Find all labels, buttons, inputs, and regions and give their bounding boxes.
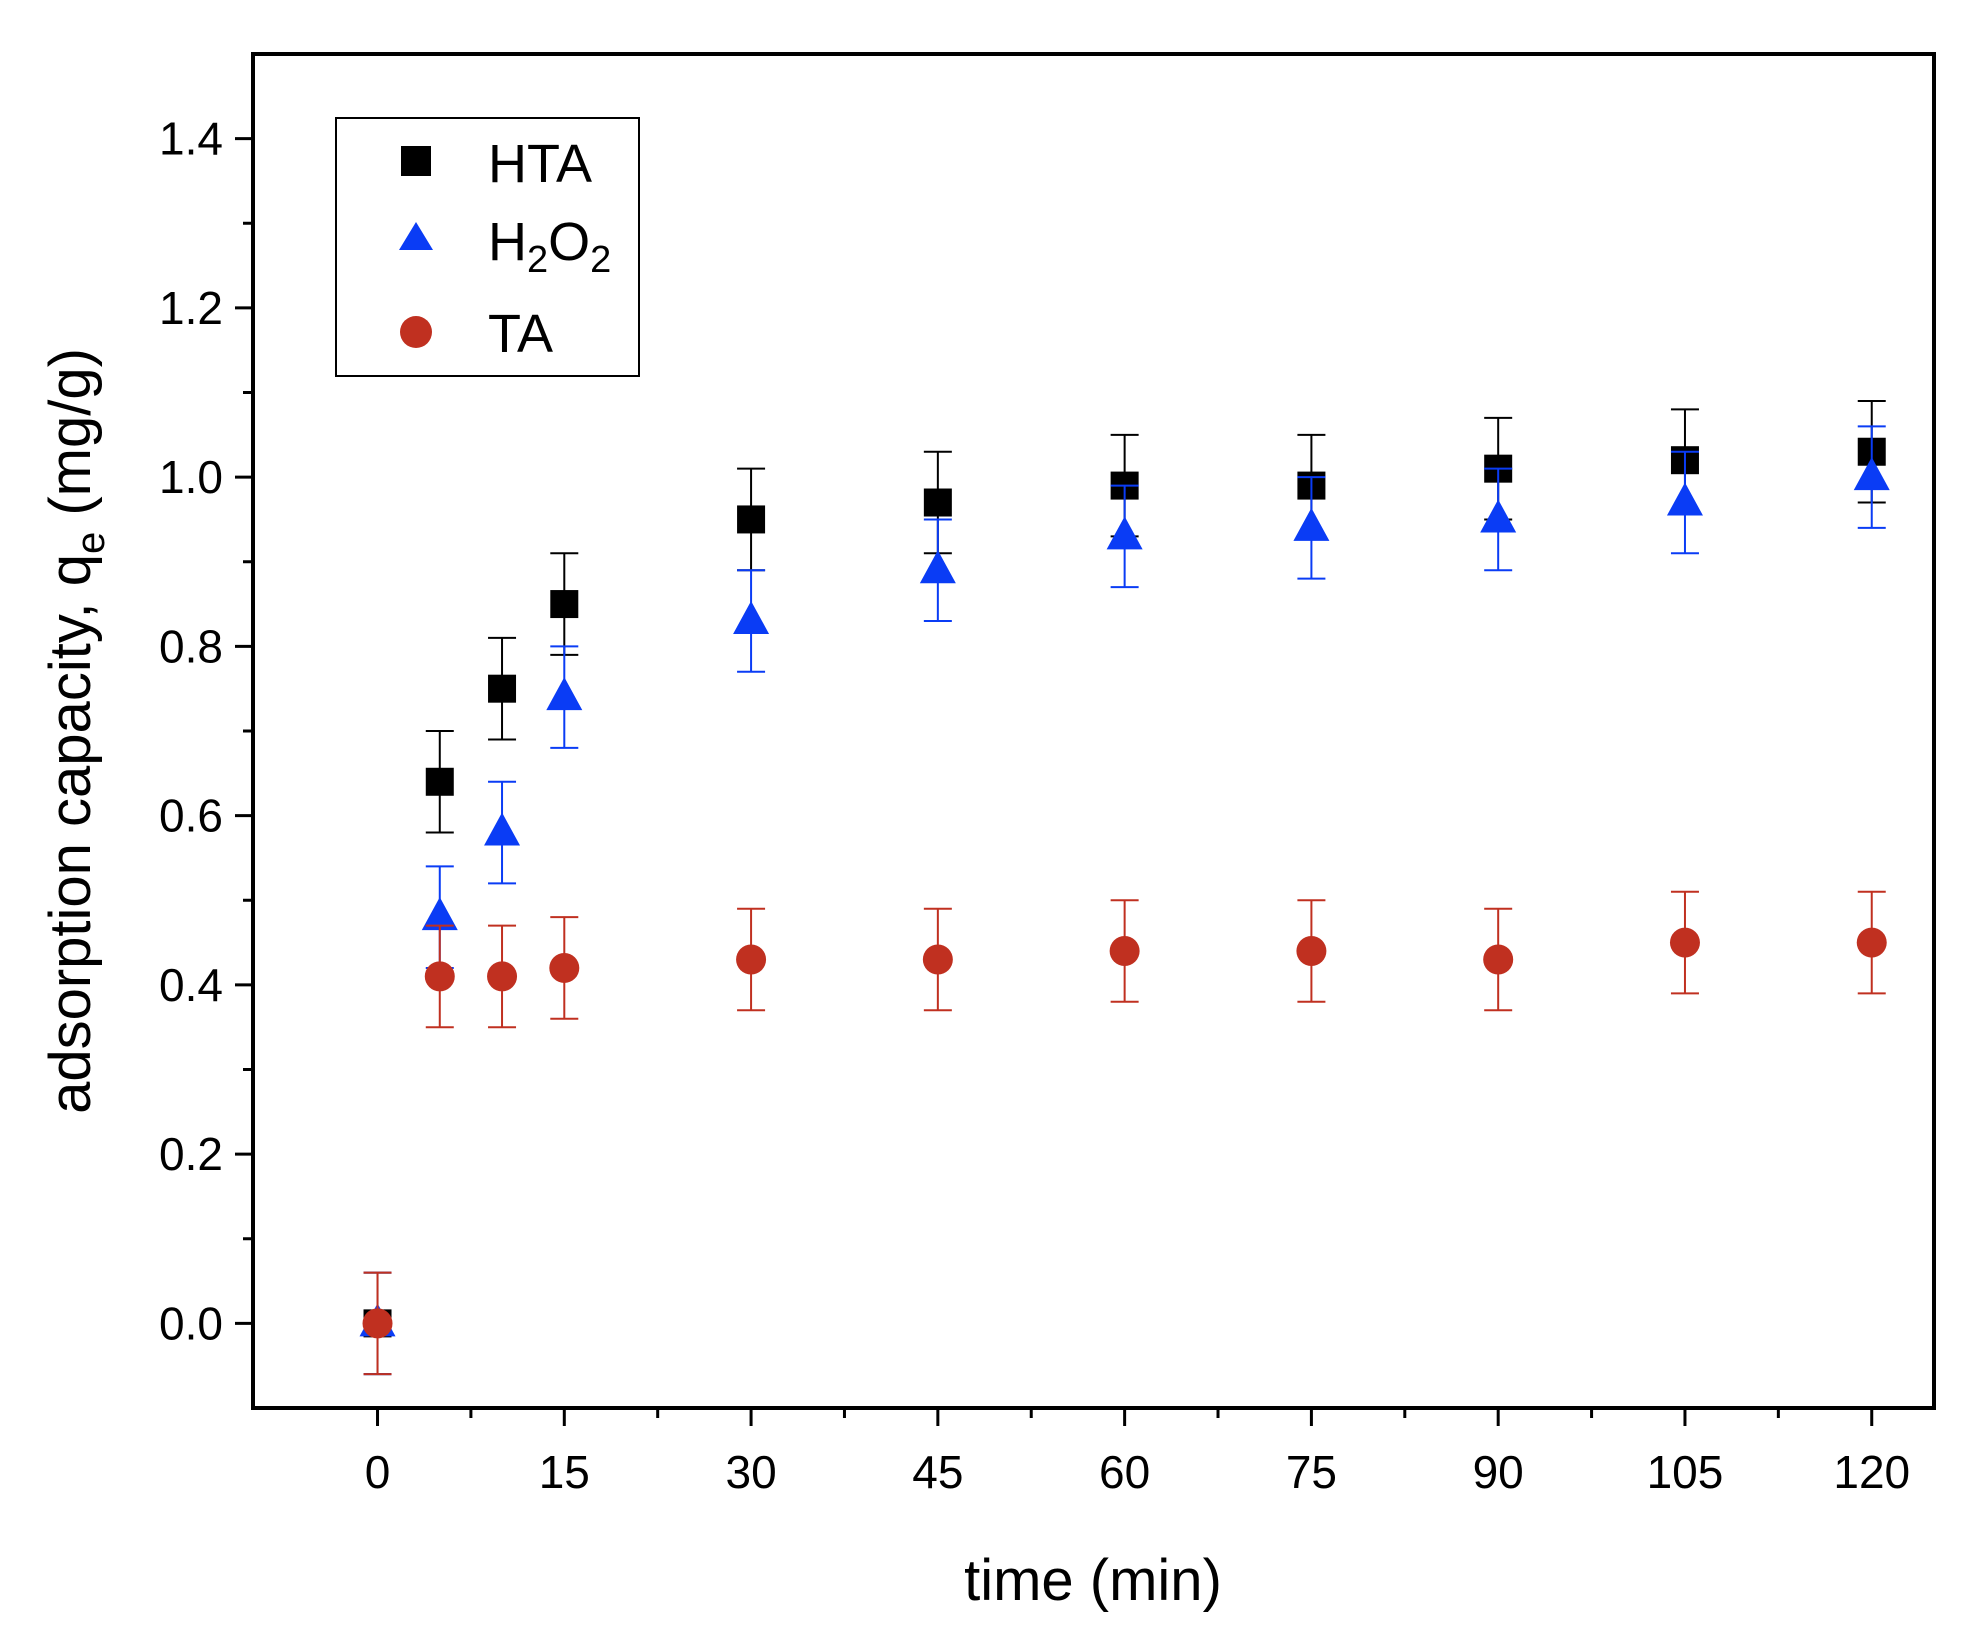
x-tick-label: 45 [912,1446,963,1498]
x-tick-label: 90 [1473,1446,1524,1498]
data-point-ta [922,944,953,975]
data-point-ta [1296,936,1327,967]
y-tick-label: 0.8 [159,620,223,672]
data-point-h2o2 [546,677,583,711]
y-tick-label: 0.0 [159,1297,223,1349]
data-point-h2o2 [1666,482,1703,516]
data-point-ta [549,952,580,983]
legend-label-h2o2: H2O2 [488,212,611,281]
data-point-hta [550,590,579,619]
data-point-h2o2 [1480,499,1517,533]
x-tick-label: 0 [365,1446,391,1498]
legend-box [335,117,640,377]
data-point-h2o2 [1293,507,1330,541]
x-tick-label: 30 [725,1446,776,1498]
x-tick-label: 15 [539,1446,590,1498]
y-tick-label: 0.4 [159,959,223,1011]
legend-marker-hta [401,146,431,176]
data-point-hta [923,488,952,517]
data-point-ta [487,961,518,992]
data-point-h2o2 [484,812,521,846]
legend: HTA H2O2 TA [335,117,640,377]
y-tick-label: 1.0 [159,451,223,503]
x-tick-label: 105 [1647,1446,1724,1498]
data-point-hta [737,505,766,534]
data-point-ta [1483,944,1514,975]
legend-marker-h2o2 [399,222,433,250]
y-axis-title-units: (mg/g) [38,348,103,532]
axis-ticks: 0 15 30 45 60 75 90 105 120 0.0 0.2 0.4 0.6 0.8 1.0 1.2… [159,113,1910,1498]
x-tick-label: 60 [1099,1446,1150,1498]
x-tick-label: 120 [1833,1446,1910,1498]
legend-marker-ta [400,316,432,348]
y-axis-title: adsorption capacity, qe (mg/g) [38,348,113,1114]
data-point-ta [1109,936,1140,967]
data-point-ta [1856,927,1887,958]
data-point-ta [736,944,767,975]
x-tick-label: 75 [1286,1446,1337,1498]
legend-label-ta: TA [488,304,553,364]
data-point-h2o2 [1106,516,1143,550]
data-point-h2o2 [421,897,458,931]
y-axis-title-subscript: e [69,532,113,554]
y-axis-title-main: adsorption capacity, q [38,554,103,1114]
data-point-hta [488,674,517,703]
plot-frame [251,52,1936,1410]
x-axis-title: time (min) [964,1548,1222,1613]
y-tick-label: 0.6 [159,790,223,842]
data-point-h2o2 [919,550,956,584]
series-ta [362,890,1887,1376]
data-point-ta [424,961,455,992]
y-tick-label: 1.4 [159,113,223,165]
data-point-ta [1669,927,1700,958]
y-tick-label: 0.2 [159,1128,223,1180]
legend-label-hta: HTA [488,134,592,194]
y-tick-label: 1.2 [159,282,223,334]
data-series [359,399,1890,1376]
data-point-hta [425,767,454,796]
data-point-ta [362,1308,393,1339]
data-point-h2o2 [1853,457,1890,491]
data-point-h2o2 [733,600,770,634]
